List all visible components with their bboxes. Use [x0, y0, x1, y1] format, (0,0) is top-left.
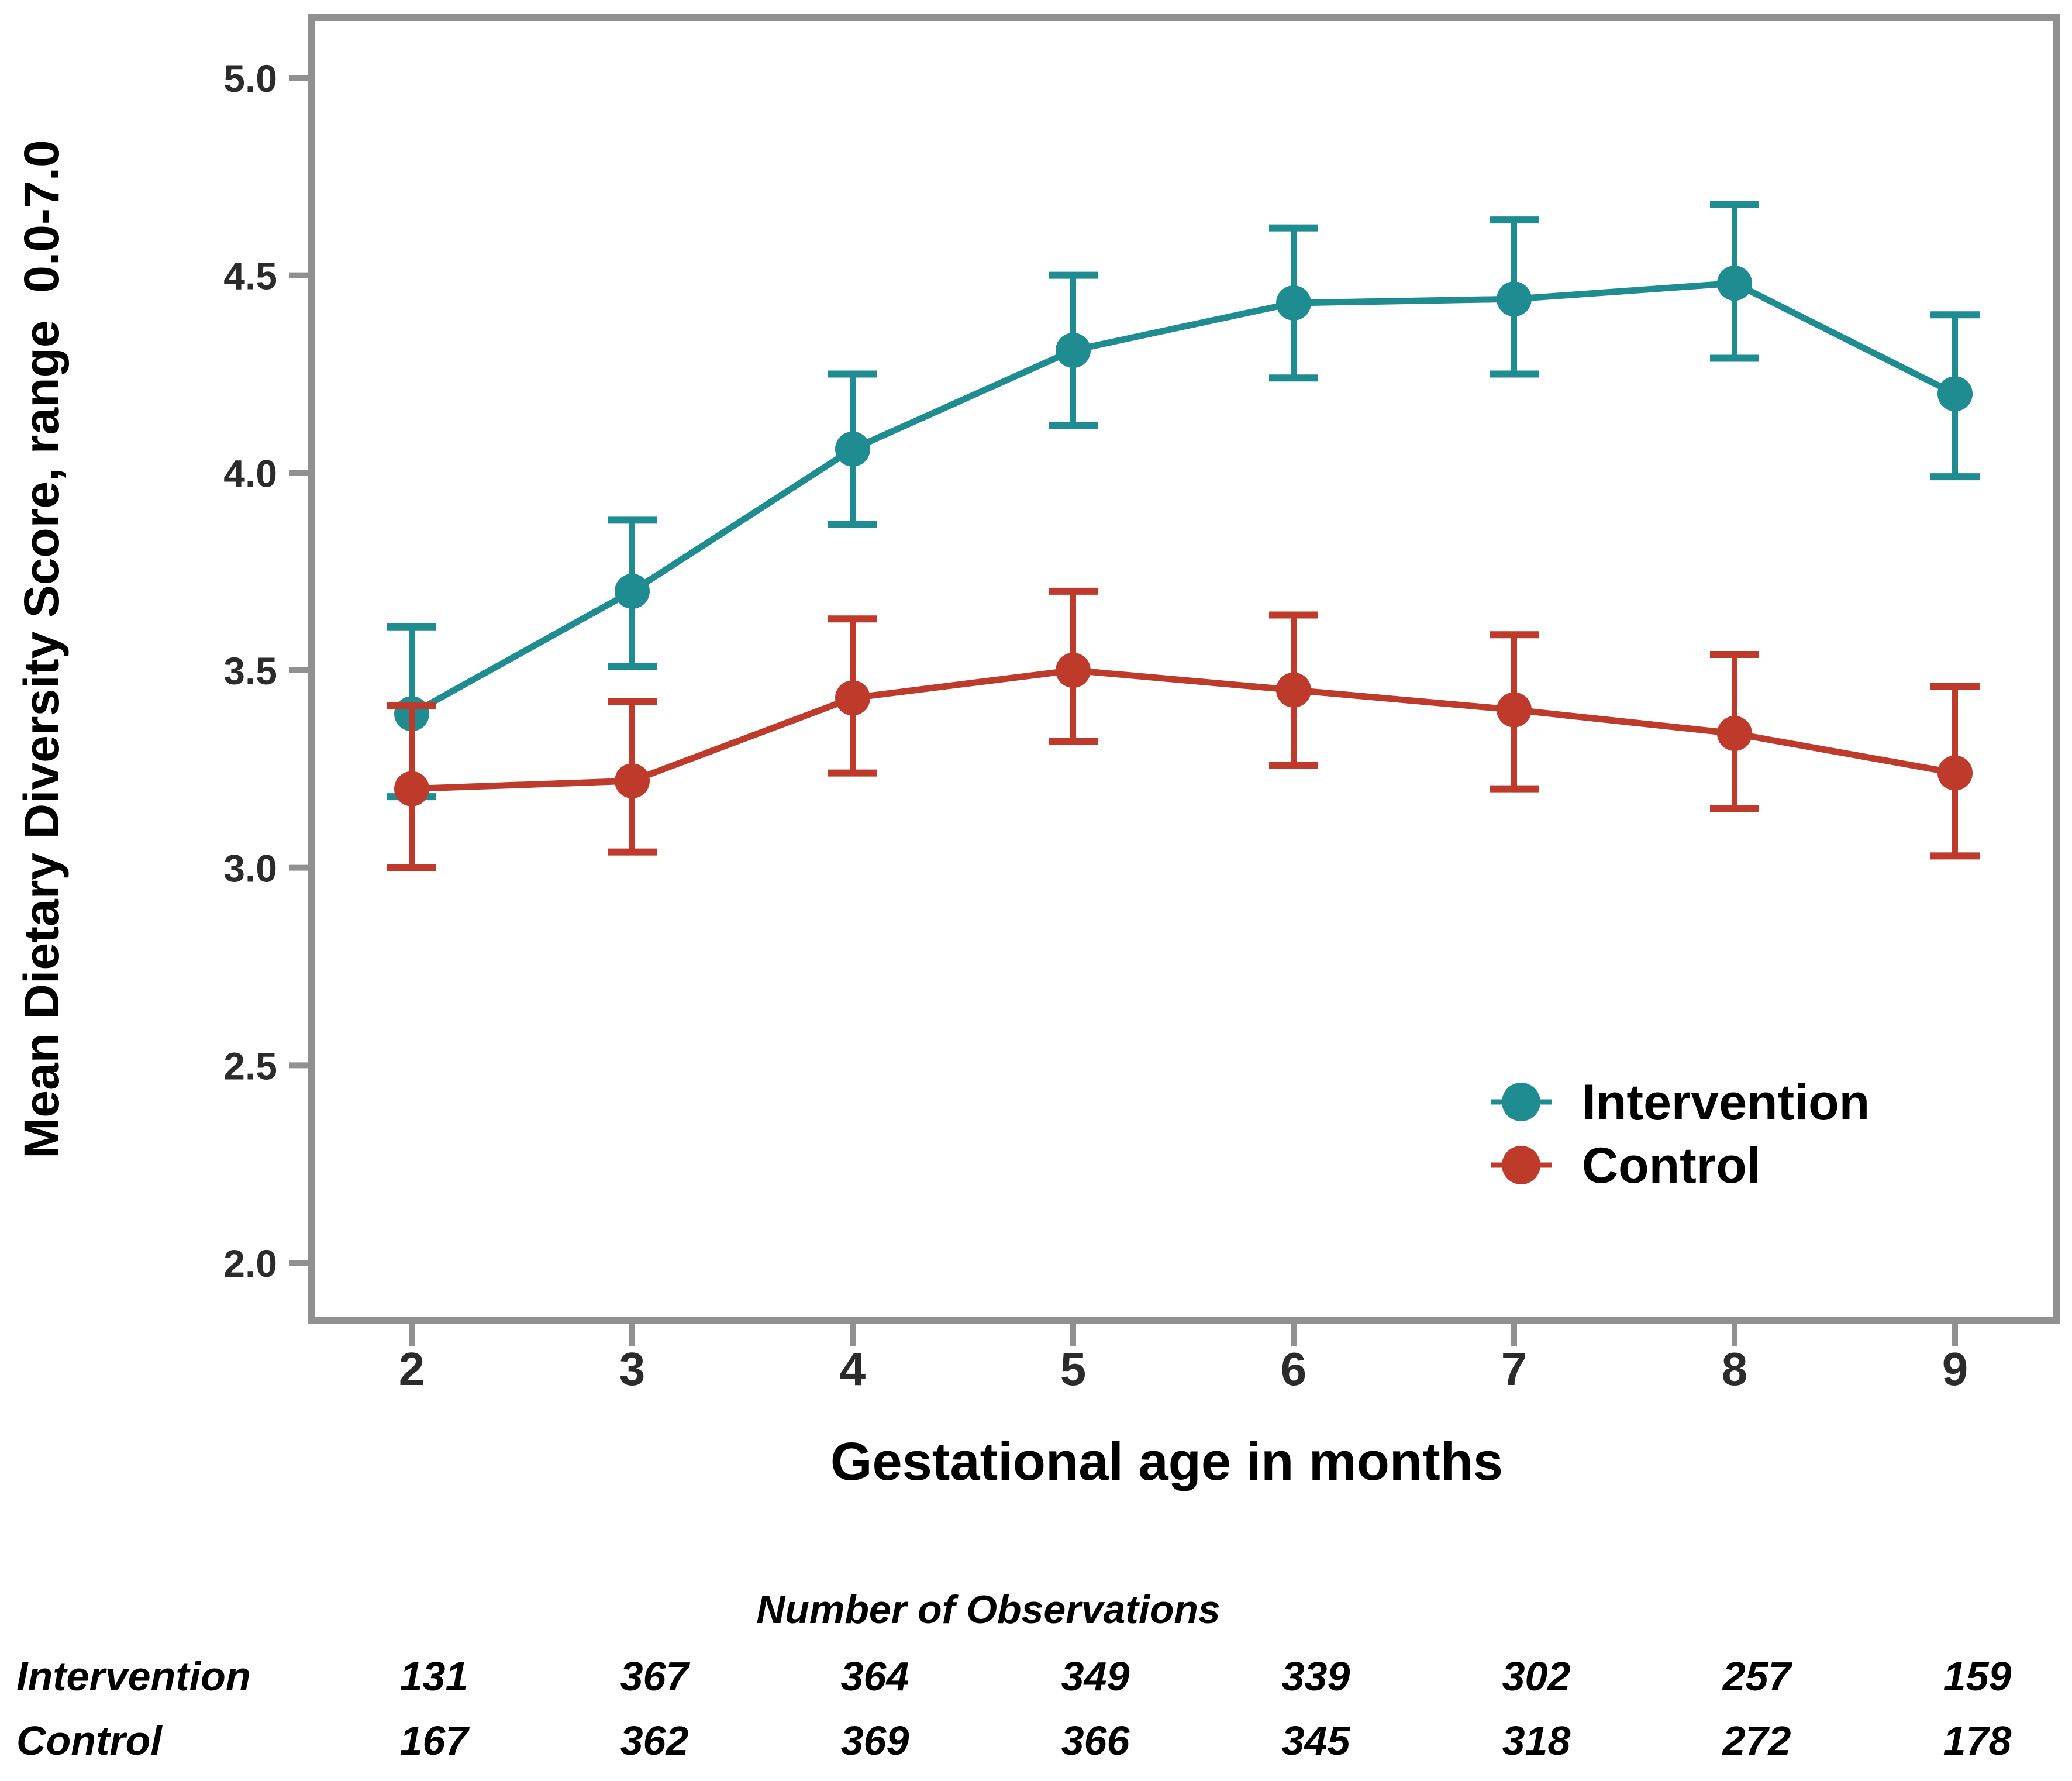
- observations-numbers-layer: 131 367 364 349 339 302 257 159 167 362 369 366 345 3…: [400, 1653, 2012, 1763]
- data-point-control-4: [835, 680, 870, 716]
- x-tick-label: 4: [840, 1343, 866, 1395]
- data-point-control-7: [1497, 692, 1532, 728]
- data-point-control-3: [615, 763, 650, 799]
- observations-count-intervention-3: 367: [620, 1653, 691, 1699]
- x-tick-label: 8: [1722, 1343, 1748, 1395]
- y-tick-label: 4.5: [223, 254, 277, 298]
- y-axis-title: Mean Dietary Diversity Score, range 0.0-…: [14, 140, 69, 1158]
- data-point-intervention-6: [1276, 285, 1311, 321]
- data-point-control-8: [1717, 716, 1752, 752]
- observations-count-control-7: 318: [1502, 1718, 1571, 1763]
- legend-label-intervention: Intervention: [1582, 1074, 1870, 1131]
- observations-count-control-6: 345: [1282, 1718, 1351, 1763]
- observations-count-intervention-7: 302: [1502, 1653, 1571, 1699]
- data-point-intervention-9: [1937, 376, 1973, 412]
- observations-row-label-control: Control: [16, 1718, 163, 1763]
- observations-count-control-2: 167: [400, 1718, 470, 1763]
- legend: Intervention Control: [1491, 1074, 1870, 1194]
- series-line: [411, 667, 1956, 793]
- observations-count-control-4: 369: [841, 1718, 909, 1763]
- observations-count-intervention-5: 349: [1061, 1653, 1130, 1699]
- observations-row-label-intervention: Intervention: [16, 1653, 251, 1699]
- data-point-intervention-4: [835, 431, 870, 467]
- observations-count-intervention-2: 131: [400, 1653, 468, 1699]
- observations-count-control-9: 178: [1943, 1718, 2012, 1763]
- series-intervention: [387, 201, 1980, 801]
- observations-count-control-3: 362: [620, 1718, 689, 1763]
- observations-count-control-5: 366: [1061, 1718, 1130, 1763]
- y-tick-label: 3.5: [223, 649, 277, 693]
- x-tick-label: 7: [1501, 1343, 1528, 1395]
- data-point-control-9: [1937, 755, 1973, 791]
- data-point-control-5: [1056, 652, 1091, 688]
- y-tick-label: 2.5: [223, 1044, 277, 1087]
- x-tick-label: 5: [1060, 1343, 1087, 1395]
- series-line: [410, 280, 1957, 717]
- data-point-intervention-7: [1497, 281, 1532, 317]
- legend-label-control: Control: [1582, 1138, 1761, 1194]
- data-point-intervention-8: [1717, 266, 1752, 301]
- series-control: [387, 587, 1980, 871]
- y-tick-label: 3.0: [223, 847, 277, 890]
- x-axis-title: Gestational age in months: [830, 1432, 1503, 1491]
- y-tick-label: 4.0: [223, 452, 277, 495]
- observations-count-intervention-9: 159: [1943, 1653, 2012, 1699]
- x-tick-label: 2: [399, 1343, 425, 1395]
- axis-ticks-layer: 5.0 4.5 4.0 3.5 3.0 2.5 2.0 2 3 4 5 6 7 8 9: [223, 57, 1968, 1395]
- data-point-control-2: [394, 771, 429, 807]
- x-tick-label: 3: [619, 1343, 646, 1395]
- plot-border: [308, 14, 2060, 1324]
- data-point-control-6: [1276, 672, 1311, 708]
- data-point-intervention-3: [615, 573, 650, 609]
- y-tick-label: 5.0: [223, 57, 277, 100]
- observations-table-title: Number of Observations: [756, 1587, 1221, 1632]
- observations-count-intervention-8: 257: [1722, 1653, 1793, 1699]
- y-tick-label: 2.0: [223, 1242, 277, 1285]
- x-tick-label: 9: [1942, 1343, 1968, 1395]
- x-tick-label: 6: [1281, 1343, 1307, 1395]
- data-point-intervention-5: [1056, 332, 1091, 368]
- observations-count-intervention-4: 364: [841, 1653, 909, 1699]
- observations-count-control-8: 272: [1722, 1718, 1791, 1763]
- observations-count-intervention-6: 339: [1282, 1653, 1350, 1699]
- data-series-layer: [387, 201, 1980, 871]
